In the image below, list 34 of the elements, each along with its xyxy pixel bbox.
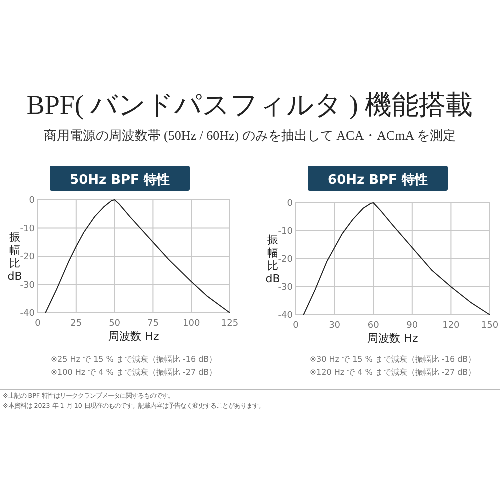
x-tick-label: 90 [406, 321, 418, 331]
y-axis-title: 振幅比 dB [266, 234, 280, 286]
x-tick-label: 30 [329, 321, 341, 331]
y-tick-label: -30 [20, 280, 36, 291]
y-tick-label: -40 [278, 311, 294, 321]
x-tick-label: 150 [481, 321, 499, 331]
y-tick-label: -10 [278, 227, 294, 237]
x-tick-label: 100 [183, 319, 200, 329]
text: 商用電源の周波数帯 (50Hz / 60Hz) のみを抽出して ACA・ACmA を測定 [44, 128, 456, 143]
x-tick-label: 25 [70, 319, 82, 329]
x-axis-title: 周波数 Hz [108, 330, 160, 343]
text: ※25 Hz で 15 % まで減衰（振幅比 -16 dB） [50, 355, 218, 364]
y-tick-label: -30 [278, 283, 294, 293]
x-tick-label: 120 [442, 321, 460, 331]
text: BPF( バンドパスフィルタ ) 機能搭載 [26, 90, 474, 120]
text: ※120 Hz で 4 % まで減衰（振幅比 -27 dB） [310, 368, 476, 377]
x-axis-title: 周波数 Hz [368, 332, 418, 345]
y-tick-label: -20 [278, 255, 294, 265]
y-tick-label: -20 [20, 252, 36, 262]
y-tick-label: 0 [287, 199, 294, 209]
x-tick-label: 60 [368, 321, 380, 331]
x-tick-label: 125 [221, 319, 239, 329]
line-series [45, 200, 230, 314]
text: ※100 Hz で 4 % まで減衰（振幅比 -27 dB） [50, 368, 218, 377]
y-tick-label: 0 [29, 196, 36, 206]
y-axis-title: 振幅比 dB [8, 231, 22, 283]
x-tick-label: 50 [109, 319, 121, 329]
chart-title: 60Hz BPF 特性 [328, 173, 428, 188]
chart-title: 50Hz BPF 特性 [70, 173, 170, 188]
y-tick-label: -40 [20, 309, 36, 319]
text: ※30 Hz で 15 % まで減衰（振幅比 -16 dB） [310, 355, 476, 364]
y-tick-label: -10 [20, 224, 36, 234]
line-series [303, 202, 490, 316]
x-tick-label: 75 [147, 319, 159, 329]
